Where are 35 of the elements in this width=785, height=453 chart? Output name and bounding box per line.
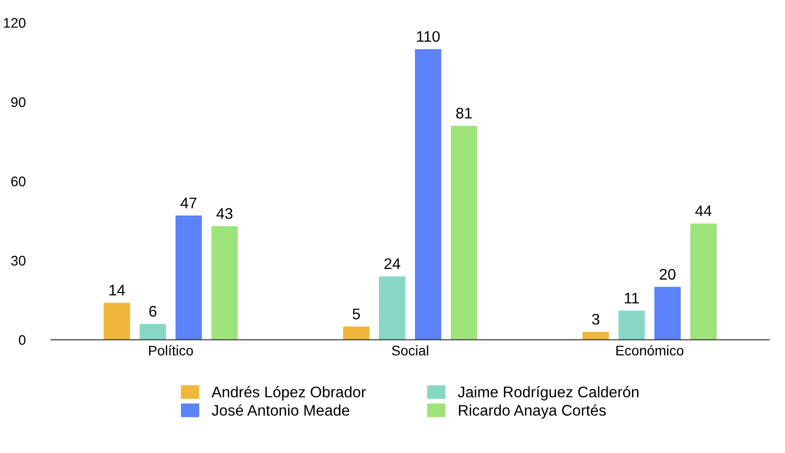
data-label: 43 — [216, 208, 232, 219]
bar — [176, 216, 202, 340]
data-label: 6 — [149, 306, 156, 317]
legend-label: Ricardo Anaya Cortés — [458, 404, 606, 419]
data-label: 44 — [695, 206, 712, 216]
legend-label: Jaime Rodríguez Calderón — [458, 386, 638, 400]
data-label: 11 — [624, 292, 639, 304]
bar — [654, 286, 681, 340]
bar — [450, 126, 478, 340]
x-tick-label: Social — [392, 345, 428, 356]
y-tick-label: 0 — [18, 335, 26, 345]
y-tick-label: 60 — [11, 176, 26, 186]
x-tick-label: Político — [149, 345, 193, 356]
data-label: 110 — [417, 31, 440, 42]
data-label: 81 — [456, 108, 472, 119]
y-tick-label: 90 — [11, 97, 26, 108]
bar — [414, 49, 442, 340]
bar — [211, 226, 238, 340]
bar — [690, 223, 717, 340]
data-label: 5 — [352, 308, 360, 320]
data-label: 20 — [660, 268, 676, 280]
bar — [618, 310, 645, 340]
bar — [343, 326, 370, 340]
legend-label: Andrés López Obrador — [212, 386, 366, 400]
data-label: 47 — [180, 198, 196, 208]
bar — [379, 276, 406, 340]
x-tick-label: Económico — [616, 345, 684, 356]
bar — [104, 302, 130, 340]
y-tick-label: 120 — [4, 18, 26, 28]
data-label: 14 — [110, 284, 125, 296]
legend-label: José Antonio Meade — [212, 404, 350, 416]
data-label: 3 — [592, 314, 600, 325]
y-tick-label: 30 — [11, 256, 26, 266]
bar — [140, 324, 166, 340]
data-label: 24 — [384, 258, 400, 269]
